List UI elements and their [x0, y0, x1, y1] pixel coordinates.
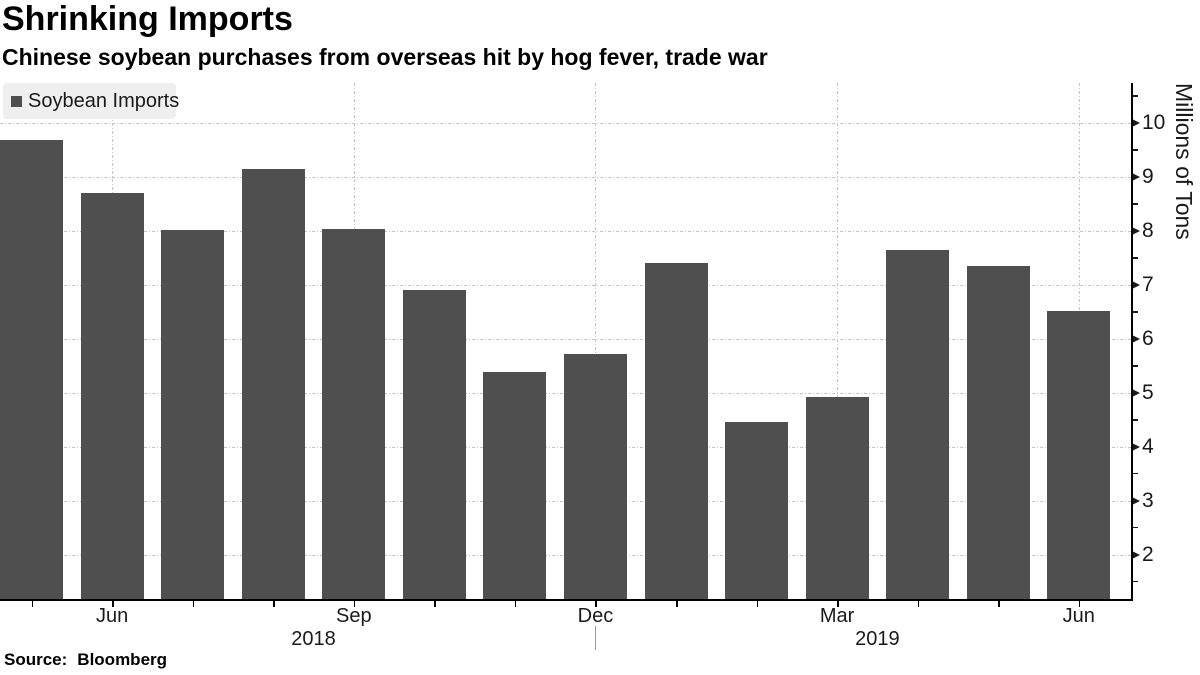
x-tick-label-mar: Mar [819, 605, 855, 627]
y-axis-line [1131, 83, 1133, 601]
gridline-horizontal [0, 230, 1131, 232]
y-tick-label: 9 [1142, 164, 1154, 188]
y-axis-minor-tick [1132, 203, 1138, 205]
x-axis-tick [192, 601, 195, 607]
bar-may-2018 [0, 139, 64, 600]
year-label-2018: 2018 [291, 628, 336, 650]
year-label-2019: 2019 [855, 628, 900, 650]
legend-swatch-icon [11, 95, 22, 107]
x-axis-tick [112, 601, 114, 607]
gridline-vertical [595, 83, 597, 600]
x-tick-label-sep: Sep [336, 605, 372, 627]
bar-dec-2018 [563, 353, 627, 600]
x-axis-line [0, 599, 1133, 601]
x-tick-label-dec: Dec [577, 605, 614, 627]
bar-jun-2018 [80, 193, 144, 600]
gridline-horizontal [0, 176, 1131, 178]
y-axis-major-tick [1132, 118, 1140, 127]
gridline-vertical [837, 83, 839, 600]
bar-oct-2018 [402, 289, 466, 600]
y-tick-label: 2 [1142, 542, 1154, 566]
bar-jun-2019 [1047, 311, 1111, 600]
y-tick-label: 10 [1142, 110, 1166, 134]
y-axis-minor-tick [1132, 257, 1138, 259]
bar-jul-2018 [161, 230, 225, 600]
y-axis-major-tick [1132, 172, 1140, 181]
y-axis-minor-tick [1132, 365, 1138, 367]
x-axis-tick [273, 601, 275, 607]
x-axis-tick [998, 601, 1000, 607]
y-tick-label: 6 [1142, 326, 1154, 350]
bar-nov-2018 [483, 371, 547, 600]
x-axis-tick [514, 601, 517, 607]
x-axis-tick [31, 601, 34, 607]
bar-jan-2019 [644, 263, 708, 600]
x-axis-tick [676, 601, 678, 607]
legend-label: Soybean Imports [28, 89, 180, 112]
bar-aug-2018 [241, 168, 305, 600]
y-axis-minor-tick [1132, 419, 1138, 421]
gridline-horizontal [0, 284, 1131, 286]
y-tick-label: 4 [1142, 434, 1154, 458]
chart-subtitle: Chinese soybean purchases from overseas … [2, 44, 768, 70]
y-tick-label: 7 [1142, 272, 1154, 296]
y-tick-label: 3 [1142, 488, 1154, 512]
y-axis-minor-tick [1132, 580, 1138, 583]
y-axis-minor-tick [1132, 95, 1138, 97]
x-tick-label-jun: Jun [1062, 605, 1095, 627]
bar-may-2019 [966, 265, 1030, 600]
x-axis-tick [917, 601, 920, 607]
bar-apr-2019 [886, 250, 950, 600]
y-axis-major-tick [1132, 442, 1140, 451]
y-axis-minor-tick [1132, 472, 1138, 475]
y-axis-major-tick [1132, 550, 1140, 559]
bar-sep-2018 [322, 228, 386, 600]
y-axis-major-tick [1132, 280, 1140, 289]
source-label: Source: [4, 650, 68, 669]
x-axis-tick [837, 601, 839, 607]
y-axis-major-tick [1132, 388, 1140, 397]
y-tick-label: 8 [1142, 218, 1154, 242]
y-tick-label: 5 [1142, 380, 1154, 404]
x-axis-tick [434, 601, 436, 607]
gridline-horizontal [0, 122, 1131, 124]
gridline-horizontal [0, 338, 1131, 340]
bar-feb-2019 [725, 422, 789, 600]
y-axis-major-tick [1132, 226, 1140, 235]
x-axis-tick [756, 601, 759, 607]
source-note: Source: Bloomberg [4, 650, 167, 670]
x-axis-tick [353, 601, 356, 607]
chart-title: Shrinking Imports [2, 0, 293, 38]
x-tick-label-jun: Jun [96, 605, 129, 627]
x-axis-tick [1078, 601, 1081, 607]
y-axis-minor-tick [1132, 311, 1138, 313]
y-axis-minor-tick [1132, 526, 1138, 529]
source-value: Bloomberg [77, 650, 168, 669]
y-axis-major-tick [1132, 334, 1140, 343]
year-divider-line [595, 626, 597, 650]
y-axis-minor-tick [1132, 149, 1138, 151]
legend: Soybean Imports [3, 83, 180, 119]
bar-mar-2019 [805, 397, 869, 600]
x-axis-tick [595, 601, 597, 607]
y-axis-title: Millions of Tons [1171, 83, 1197, 240]
y-axis-major-tick [1132, 496, 1140, 505]
